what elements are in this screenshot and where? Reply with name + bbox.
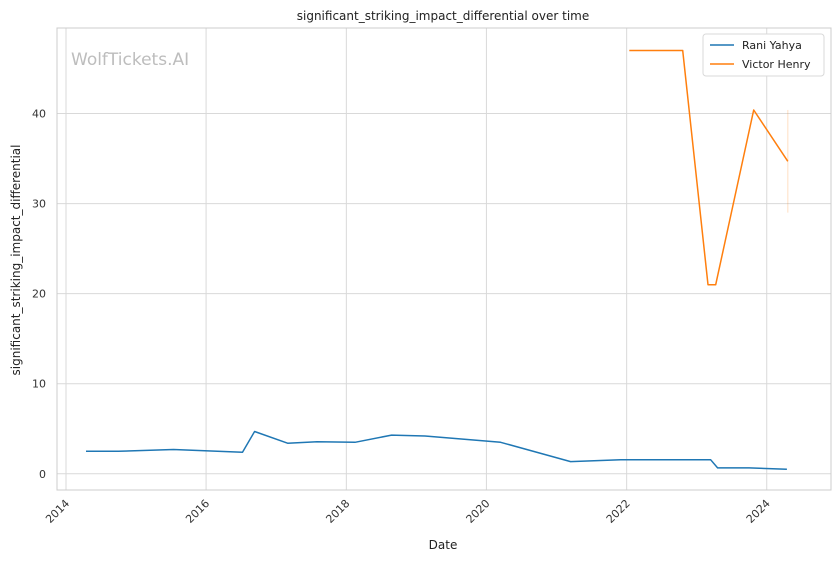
y-axis-ticks: 0 10 20 30 40 [32, 108, 46, 481]
y-tick-label: 20 [32, 288, 46, 301]
y-tick-label: 30 [32, 198, 46, 211]
x-axis-label: Date [429, 538, 458, 552]
y-tick-label: 0 [39, 468, 46, 481]
y-axis-label: significant_striking_impact_differential [9, 145, 23, 376]
y-tick-label: 10 [32, 378, 46, 391]
watermark-text: WolfTickets.AI [71, 50, 189, 70]
legend: Rani Yahya Victor Henry [702, 33, 825, 77]
series-line-rani-yahya [86, 430, 787, 471]
legend-label-rani-yahya: Rani Yahya [742, 39, 802, 52]
grid-lines [57, 28, 831, 490]
series-layer [86, 49, 789, 471]
series-line-victor-henry [629, 49, 789, 286]
chart-title: significant_striking_impact_differential… [297, 9, 589, 23]
legend-label-victor-henry: Victor Henry [742, 58, 811, 71]
y-tick-label: 40 [32, 108, 46, 121]
plot-frame [56, 27, 832, 491]
